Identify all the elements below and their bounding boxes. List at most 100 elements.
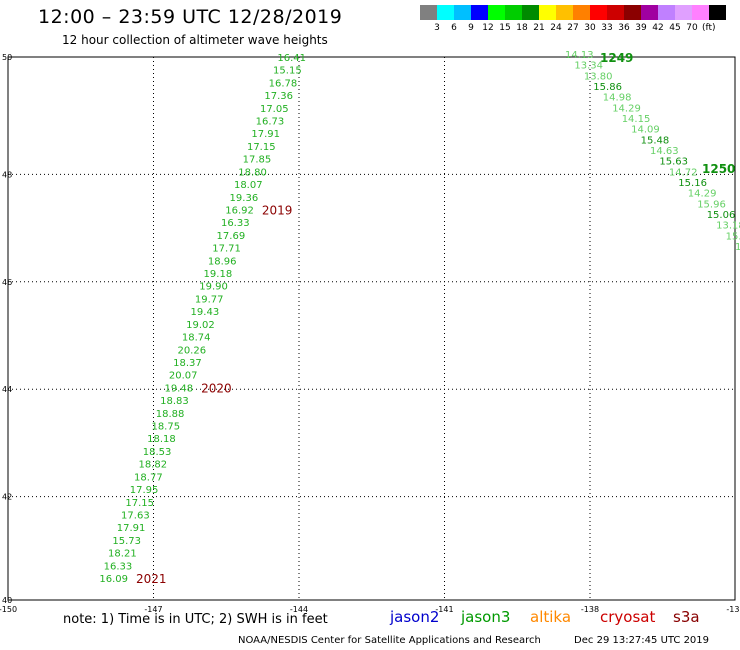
color-scale-swatch: [522, 5, 539, 20]
wave-height-label: 14.09: [631, 125, 660, 136]
lat-tick-label: 42: [2, 493, 12, 502]
lon-tick-label: -144: [290, 605, 308, 614]
color-scale-label: 18: [516, 23, 528, 33]
map-frame: [7, 56, 736, 601]
wave-height-label: 15.96: [697, 199, 726, 210]
wave-height-label: 13.18: [716, 221, 740, 232]
color-scale-label: 39: [635, 23, 647, 33]
wave-height-label: 20.26: [177, 345, 206, 356]
wave-height-label: 17.95: [130, 485, 159, 496]
wave-height-label: 18.96: [208, 256, 237, 267]
wave-height-label: 18.21: [108, 549, 137, 560]
wave-height-label: 14.29: [688, 189, 717, 200]
wave-height-label: 15.86: [593, 82, 622, 93]
color-scale-label: 27: [567, 23, 579, 33]
color-scale-unit: (ft): [702, 23, 716, 33]
lon-tick-label: -138: [581, 605, 599, 614]
wave-height-label: 15.2: [726, 231, 740, 242]
color-scale-swatch: [471, 5, 488, 20]
color-scale-swatch: [505, 5, 522, 20]
footer: NOAA/NESDIS Center for Satellite Applica…: [238, 635, 739, 646]
wave-height-label: 17.36: [264, 91, 293, 102]
color-scale-swatch: [539, 5, 556, 20]
color-scale-swatch: [573, 5, 590, 20]
color-scale-swatch: [709, 5, 726, 20]
pass-time-label: 1249: [600, 51, 633, 65]
wave-height-label: 19.36: [230, 193, 259, 204]
wave-height-label: 18.53: [143, 447, 172, 458]
wave-height-label: 16.73: [256, 117, 285, 128]
wave-height-label: 16.33: [104, 561, 133, 572]
legend-satellite-altika: altika: [530, 608, 572, 626]
wave-height-label: 13.34: [574, 61, 603, 72]
footer-timestamp: Dec 29 13:27:45 UTC 2019: [574, 635, 710, 646]
lat-tick-label: 48: [2, 170, 12, 179]
wave-height-label: 16.92: [225, 206, 254, 217]
color-scale-label: 3: [434, 23, 440, 33]
map-subtitle: 12 hour collection of altimeter wave hei…: [62, 33, 328, 47]
wave-height-label: 19.02: [186, 320, 215, 331]
color-scale-swatch: [488, 5, 505, 20]
lat-tick-label: 46: [2, 278, 12, 287]
wave-height-label: 18.74: [182, 333, 211, 344]
wave-height-label: 17.15: [247, 142, 276, 153]
color-scale-label: 9: [468, 23, 474, 33]
wave-height-label: 14.63: [650, 146, 679, 157]
wave-height-label: 18.82: [138, 460, 167, 471]
color-scale-label: 45: [669, 23, 681, 33]
color-scale-swatch: [420, 5, 437, 20]
wave-height-label: 14.15: [622, 114, 651, 125]
wave-height-label: 15.15: [273, 66, 302, 77]
color-scale-label: 24: [550, 23, 562, 33]
wave-height-label: 17.15: [125, 498, 154, 509]
color-scale-label: 33: [601, 23, 613, 33]
wave-height-label: 13.80: [584, 71, 613, 82]
wave-height-label: 16.78: [269, 78, 298, 89]
legend-note: note: 1) Time is in UTC; 2) SWH is in fe…: [63, 612, 328, 627]
color-scale-swatch: [590, 5, 607, 20]
wave-height-label: 15: [735, 242, 740, 253]
legend-satellite-cryosat: cryosat: [600, 608, 656, 626]
color-scale-swatch: [454, 5, 471, 20]
color-scale-label: 12: [482, 23, 494, 33]
wave-height-label: 16.41: [277, 53, 306, 64]
wave-height-label: 17.69: [217, 231, 246, 242]
color-scale-swatch: [675, 5, 692, 20]
wave-height-label: 18.75: [151, 422, 180, 433]
wave-height-label: 18.37: [173, 358, 202, 369]
legend-satellite-jason3: jason3: [461, 608, 511, 626]
wave-height-label: 15.73: [112, 536, 141, 547]
wave-height-label: 16.09: [99, 574, 128, 585]
pass-time-label: 2019: [262, 204, 293, 218]
lon-tick-label: -147: [144, 605, 162, 614]
wave-height-label: 14.13: [565, 50, 594, 61]
color-scale-label: 30: [584, 23, 596, 33]
lat-tick-label: 40: [2, 596, 12, 605]
wave-height-label: 14.29: [612, 103, 641, 114]
color-scale-swatch: [658, 5, 675, 20]
wave-height-label: 19.48: [164, 383, 193, 394]
color-scale-label: 15: [499, 23, 511, 33]
footer-credit: NOAA/NESDIS Center for Satellite Applica…: [238, 635, 541, 646]
wave-height-label: 14.72: [669, 167, 698, 178]
wave-height-label: 18.07: [234, 180, 263, 191]
wave-height-label: 18.83: [160, 396, 189, 407]
wave-height-label: 19.18: [204, 269, 233, 280]
wave-height-label: 17.63: [121, 511, 150, 522]
legend-satellite-jason2: jason2: [390, 608, 440, 626]
pass-time-label: 1250: [702, 162, 735, 176]
color-scale-swatch: [556, 5, 573, 20]
wave-height-label: 17.85: [243, 155, 272, 166]
wave-height-label: 20.07: [169, 371, 198, 382]
legend-satellite-s3a: s3a: [673, 608, 700, 626]
wave-height-label: 15.16: [678, 178, 707, 189]
lon-tick-label: -141: [435, 605, 453, 614]
lon-tick-label: -135: [726, 605, 740, 614]
color-scale-label: 36: [618, 23, 630, 33]
color-scale-swatch: [437, 5, 454, 20]
color-scale-label: 42: [652, 23, 664, 33]
wave-height-label: 16.33: [221, 218, 250, 229]
wave-height-label: 17.71: [212, 244, 241, 255]
color-scale-label: 6: [451, 23, 457, 33]
